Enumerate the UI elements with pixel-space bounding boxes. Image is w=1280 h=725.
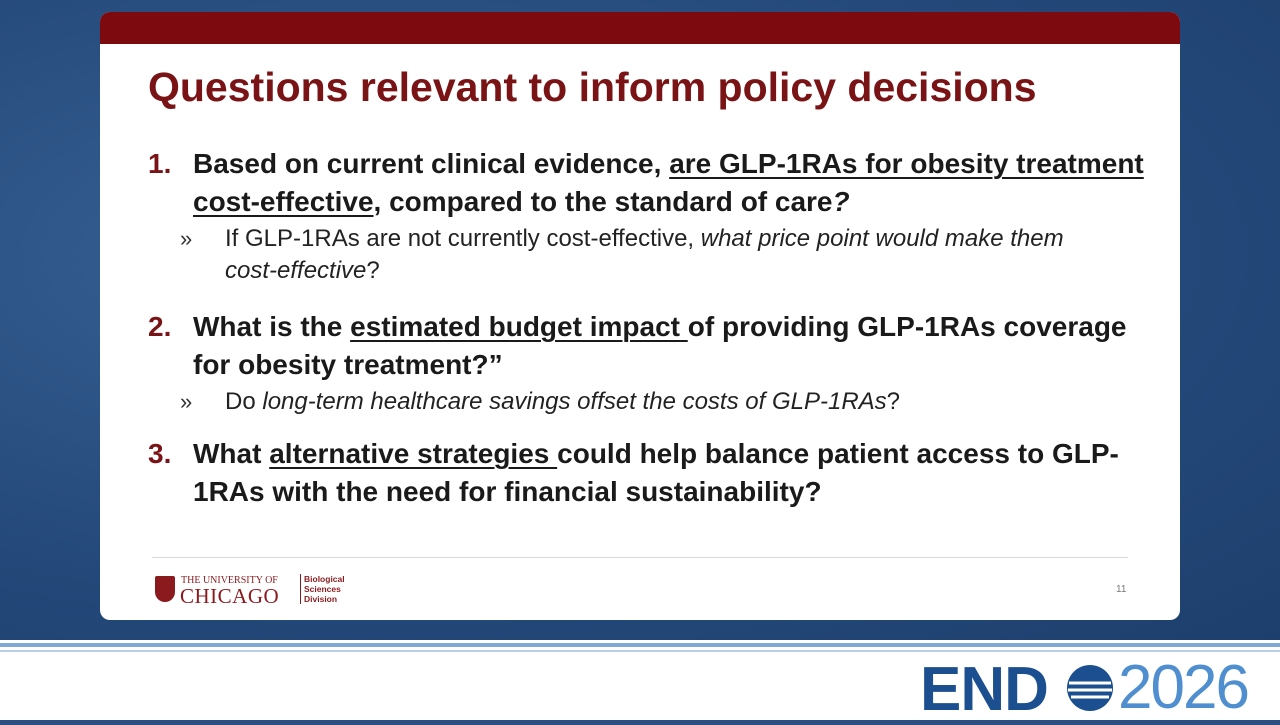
top-bar xyxy=(100,12,1180,44)
banner-stripe xyxy=(0,643,1280,647)
page-number: 11 xyxy=(1116,584,1127,595)
slide-title: Questions relevant to inform policy deci… xyxy=(148,64,1037,110)
shield-icon xyxy=(155,576,175,602)
question-number: 3. xyxy=(148,438,172,469)
text-run: ? xyxy=(832,186,850,217)
sub-text: Do long-term healthcare savings offset t… xyxy=(225,386,1105,418)
text-run: are GLP-1RAs for obesity treatment cost-… xyxy=(193,148,1144,217)
text-run: What xyxy=(193,438,270,469)
text-run: estimated budget impact xyxy=(350,311,688,342)
text-run: ? xyxy=(366,257,380,284)
text-run: long-term healthcare savings offset the … xyxy=(262,388,887,415)
question: 3. What alternative strategies could help… xyxy=(148,435,1168,511)
globe-icon xyxy=(1067,665,1113,711)
banner-stripe xyxy=(0,650,1280,652)
text-run: If GLP-1RAs are not currently cost-effec… xyxy=(225,225,701,252)
text-run: could help balance patient access to GLP… xyxy=(193,438,1119,507)
division-line: Sciences xyxy=(304,584,341,594)
banner-text: 2026 xyxy=(1118,653,1250,722)
sub-point: » If GLP-1RAs are not currently cost-effe… xyxy=(148,223,1168,287)
question-number: 2. xyxy=(148,311,172,342)
question-text: What alternative strategies could help b… xyxy=(193,435,1168,511)
university-name: CHICAGO xyxy=(180,584,280,608)
text-run: Do xyxy=(225,388,263,415)
sub-marker: » xyxy=(180,226,193,251)
question: 1. Based on current clinical evidence, ar… xyxy=(148,145,1168,287)
university-logo: THE UNIVERSITY OF CHICAGO Biological Sci… xyxy=(155,574,375,608)
sub-point: » Do long-term healthcare savings offset … xyxy=(148,386,1168,418)
question-text: What is the estimated budget impact of p… xyxy=(193,308,1168,384)
text-run: , compared to the standard of care xyxy=(373,186,833,217)
banner-text: END xyxy=(920,655,1049,724)
text-run: Based on current clinical evidence, xyxy=(193,148,670,179)
sub-marker: » xyxy=(180,389,193,414)
division-line: Division xyxy=(304,594,338,604)
slide: Questions relevant to inform policy deci… xyxy=(100,12,1180,620)
question-text: Based on current clinical evidence, are … xyxy=(193,145,1168,221)
text-run: alternative strategies xyxy=(269,438,558,469)
footer-rule xyxy=(152,557,1128,558)
sub-text: If GLP-1RAs are not currently cost-effec… xyxy=(225,223,1105,287)
text-run: ? xyxy=(886,388,901,415)
text-run: what price point would make them cost-ef… xyxy=(225,225,1064,284)
banner xyxy=(0,640,1280,720)
question-number: 1. xyxy=(148,148,172,179)
question: 2. What is the estimated budget impact of… xyxy=(148,308,1168,418)
university-line: THE UNIVERSITY OF xyxy=(181,575,278,586)
division-line: Biological xyxy=(304,574,345,584)
text-run: of providing GLP-1RAs coverage for obesi… xyxy=(193,311,1127,380)
text-run: What is the xyxy=(193,311,351,342)
division: Biological Sciences Division xyxy=(300,574,345,604)
